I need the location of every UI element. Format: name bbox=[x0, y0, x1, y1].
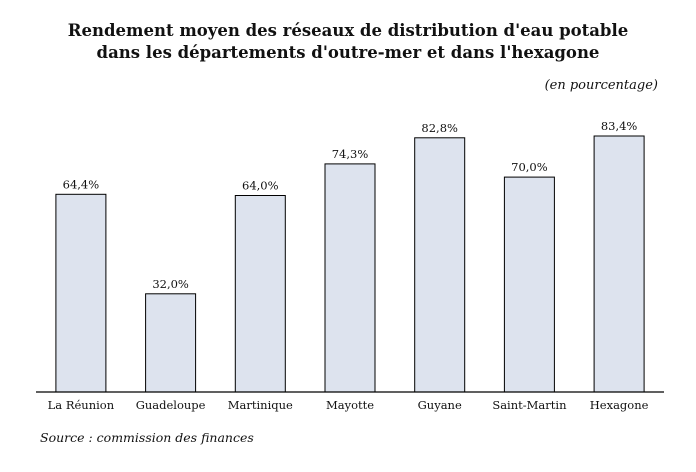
bar-1 bbox=[145, 293, 197, 393]
chart-title-line2: dans les départements d'outre-mer et dan… bbox=[96, 43, 600, 62]
data-label-2: 64,0% bbox=[242, 179, 279, 193]
bar-0 bbox=[55, 193, 107, 393]
data-label-6: 83,4% bbox=[601, 119, 638, 133]
bar-4 bbox=[414, 137, 466, 393]
bar-5 bbox=[503, 176, 555, 393]
category-label-4: Guyane bbox=[418, 398, 462, 412]
category-label-5: Saint-Martin bbox=[492, 398, 567, 412]
data-label-4: 82,8% bbox=[421, 121, 458, 135]
bar-6 bbox=[593, 135, 645, 393]
chart-title: Rendement moyen des réseaux de distribut… bbox=[0, 20, 696, 64]
data-label-0: 64,4% bbox=[63, 177, 100, 191]
bar-3 bbox=[324, 163, 376, 393]
category-label-6: Hexagone bbox=[590, 398, 649, 412]
bar-2 bbox=[234, 195, 286, 393]
category-label-3: Mayotte bbox=[326, 398, 374, 412]
category-label-0: La Réunion bbox=[48, 398, 115, 412]
data-label-3: 74,3% bbox=[332, 147, 369, 161]
category-label-1: Guadeloupe bbox=[136, 398, 206, 412]
unit-label: (en pourcentage) bbox=[544, 78, 658, 93]
data-label-5: 70,0% bbox=[511, 160, 548, 174]
source-note: Source : commission des finances bbox=[40, 430, 254, 445]
data-label-1: 32,0% bbox=[152, 277, 189, 291]
category-label-2: Martinique bbox=[228, 398, 293, 412]
chart-title-line1: Rendement moyen des réseaux de distribut… bbox=[67, 21, 629, 40]
